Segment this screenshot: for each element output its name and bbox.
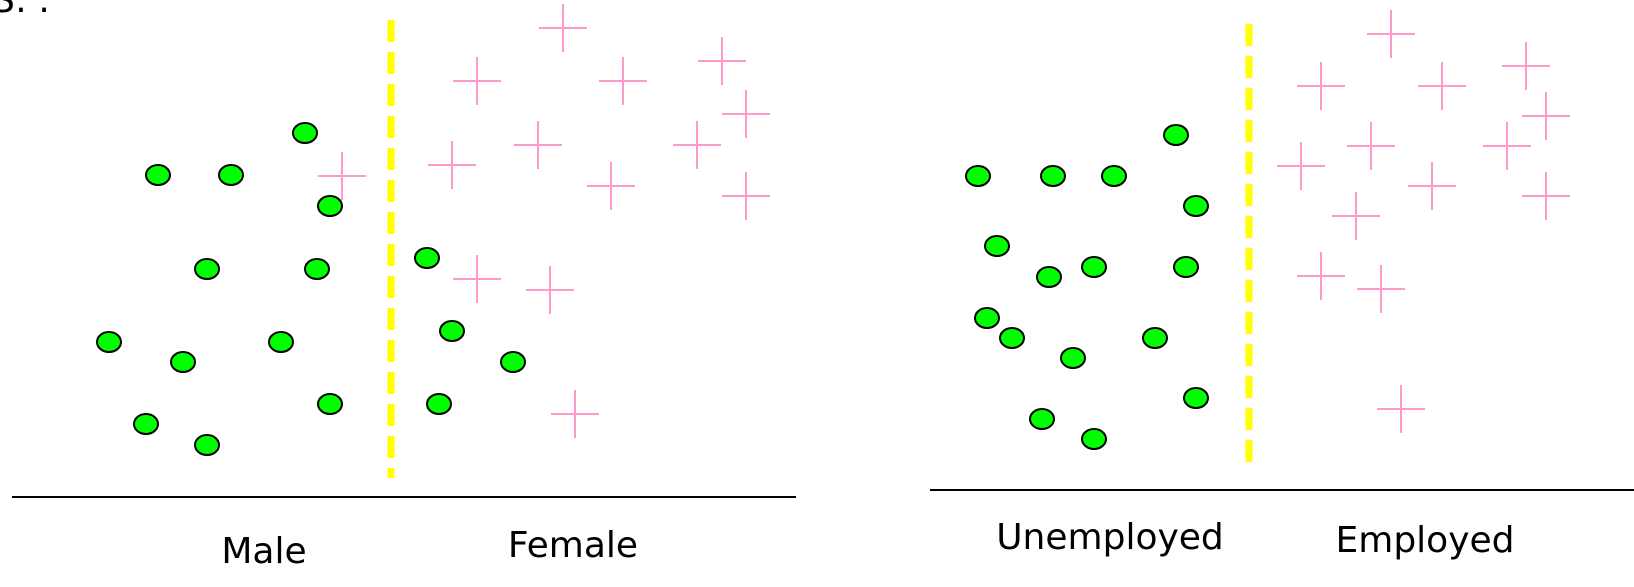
green-circle-marker: [965, 165, 991, 187]
green-circle-marker: [1081, 428, 1107, 450]
green-circle-marker: [1142, 327, 1168, 349]
green-circle-marker: [218, 164, 244, 186]
green-circle-marker: [999, 327, 1025, 349]
pink-cross-marker: [1377, 385, 1425, 433]
pink-cross-marker: [722, 90, 770, 138]
right-panel: Unemployed Employed: [930, 10, 1634, 561]
green-circle-marker: [1036, 266, 1062, 288]
green-circle-marker: [1101, 165, 1127, 187]
pink-cross-marker: [1418, 62, 1466, 110]
pink-cross-marker: [587, 162, 635, 210]
male-label: Male: [221, 531, 306, 572]
green-circle-marker: [1183, 387, 1209, 409]
green-circle-marker: [292, 122, 318, 144]
pink-cross-marker: [1357, 265, 1405, 313]
female-label: Female: [508, 525, 638, 566]
green-circle-marker: [1081, 256, 1107, 278]
green-circle-marker: [145, 164, 171, 186]
pink-cross-marker: [599, 57, 647, 105]
pink-cross-marker: [1522, 92, 1570, 140]
pink-cross-marker: [722, 172, 770, 220]
green-circle-marker: [1029, 408, 1055, 430]
green-circle-marker: [194, 434, 220, 456]
pink-cross-marker: [539, 4, 587, 52]
pink-cross-marker: [1483, 122, 1531, 170]
green-circle-marker: [426, 393, 452, 415]
green-circle-marker: [414, 247, 440, 269]
left-panel: Male Female: [12, 4, 796, 572]
employed-label: Employed: [1336, 520, 1515, 561]
green-circle-marker: [96, 331, 122, 353]
green-circle-marker: [439, 320, 465, 342]
pink-cross-marker: [1502, 42, 1550, 90]
green-circle-marker: [1163, 124, 1189, 146]
right-crosses-group: [1277, 10, 1570, 433]
green-circle-marker: [170, 351, 196, 373]
pink-cross-marker: [514, 121, 562, 169]
pink-cross-marker: [1367, 10, 1415, 58]
green-circle-marker: [1040, 165, 1066, 187]
pink-cross-marker: [1408, 162, 1456, 210]
pink-cross-marker: [428, 141, 476, 189]
green-circle-marker: [133, 413, 159, 435]
green-circle-marker: [1173, 256, 1199, 278]
unemployed-label: Unemployed: [996, 517, 1224, 558]
green-circle-marker: [974, 307, 1000, 329]
green-circle-marker: [317, 195, 343, 217]
pink-cross-marker: [526, 266, 574, 314]
pink-cross-marker: [453, 57, 501, 105]
green-circle-marker: [1060, 347, 1086, 369]
cropped-corner-text: S: .: [0, 0, 50, 21]
green-circle-marker: [500, 351, 526, 373]
left-crosses-group: [318, 4, 770, 438]
green-circle-marker: [984, 235, 1010, 257]
pink-cross-marker: [453, 255, 501, 303]
green-circle-marker: [1183, 195, 1209, 217]
pink-cross-marker: [318, 152, 366, 200]
green-circle-marker: [268, 331, 294, 353]
pink-cross-marker: [1332, 192, 1380, 240]
green-circle-marker: [194, 258, 220, 280]
pink-cross-marker: [1522, 172, 1570, 220]
right-circles-group: [965, 124, 1209, 450]
left-circles-group: [96, 122, 526, 456]
pink-cross-marker: [698, 37, 746, 85]
green-circle-marker: [317, 393, 343, 415]
green-circle-marker: [304, 258, 330, 280]
pink-cross-marker: [1297, 252, 1345, 300]
pink-cross-marker: [551, 390, 599, 438]
pink-cross-marker: [1347, 122, 1395, 170]
pink-cross-marker: [1277, 142, 1325, 190]
pink-cross-marker: [673, 121, 721, 169]
pink-cross-marker: [1297, 62, 1345, 110]
